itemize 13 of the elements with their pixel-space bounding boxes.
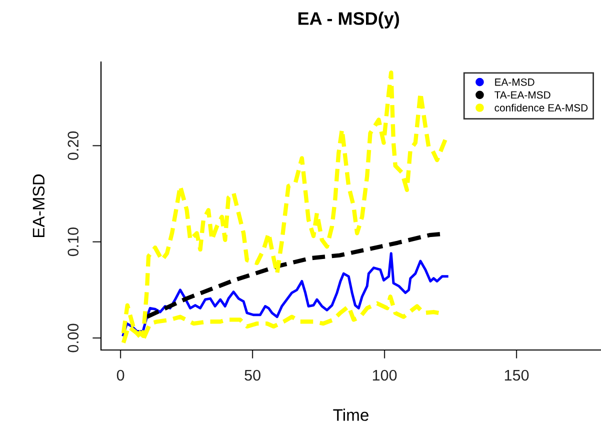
legend-label: TA-EA-MSD [494, 91, 550, 99]
legend-label: confidence EA-MSD [494, 104, 588, 112]
x-tick-label: 100 [372, 370, 397, 381]
x-tick-label: 0 [116, 370, 124, 381]
y-tick-label: 0.10 [68, 228, 79, 256]
x-tick-label: 150 [504, 370, 529, 381]
y-axis-title: EA-MSD [32, 174, 45, 238]
x-tick-label: 50 [244, 370, 260, 381]
y-tick-label: 0.00 [68, 324, 79, 352]
chart-title: EA - MSD(y) [298, 12, 400, 28]
y-tick-label: 0.20 [68, 131, 79, 160]
x-axis-title: Time [333, 408, 368, 421]
legend-label: EA-MSD [495, 78, 534, 86]
